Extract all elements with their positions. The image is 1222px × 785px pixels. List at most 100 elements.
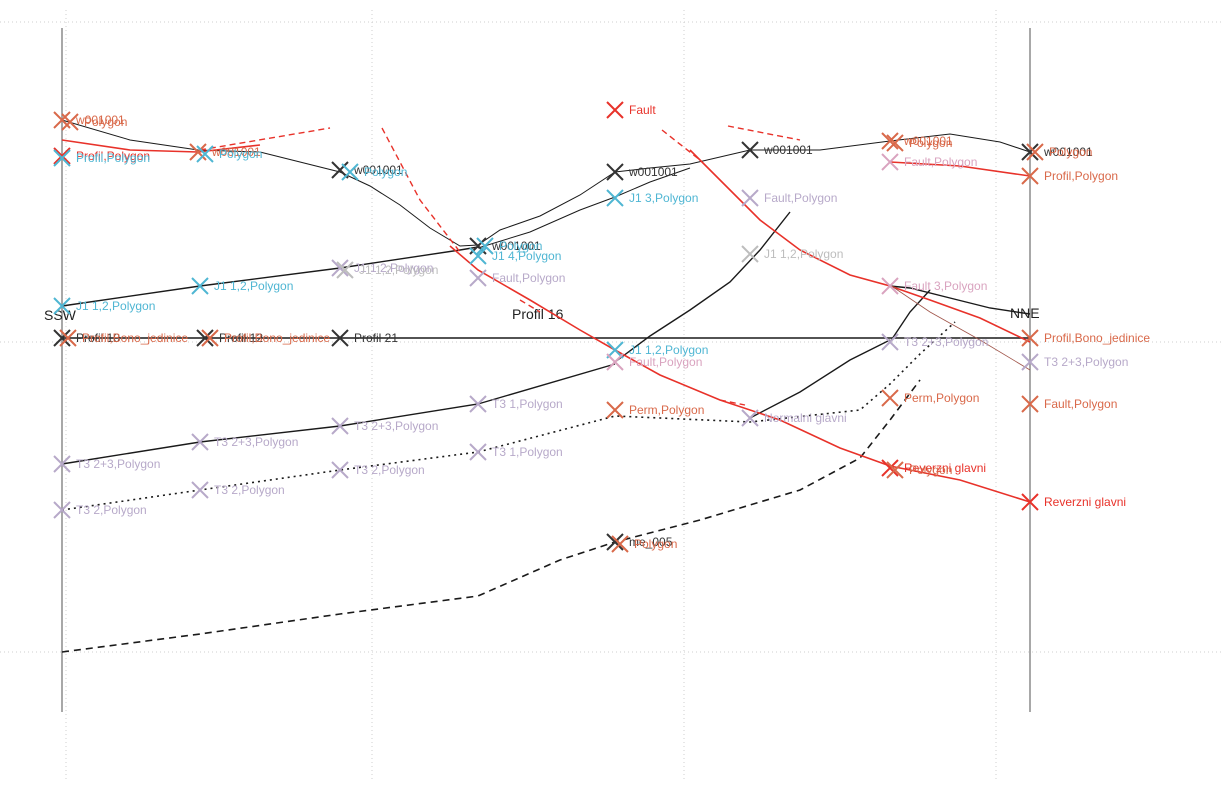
marker-label: Profil,Polygon: [76, 149, 150, 163]
marker-label: Fault,Polygon: [492, 271, 565, 285]
marker: J1 1,2,Polygon: [741, 245, 843, 263]
marker-label: Polygon: [84, 115, 127, 129]
marker: T3 1,Polygon: [469, 443, 563, 461]
cross-marker-icon: [741, 409, 759, 427]
marker: Profil 12: [196, 329, 263, 347]
marker: Fault,Polygon: [741, 189, 837, 207]
marker-label: Perm,Polygon: [904, 391, 979, 405]
cross-marker-icon: [1021, 143, 1039, 161]
reverse-fault-main: [61, 139, 261, 153]
marker: Perm,Polygon: [606, 401, 704, 419]
marker: Fault 3,Polygon: [881, 277, 987, 295]
marker-label: w001001: [1043, 145, 1093, 159]
cross-marker-icon: [1021, 353, 1039, 371]
marker-label: Polygon: [499, 239, 542, 253]
marker-label: J1 1,2,Polygon: [629, 343, 708, 357]
arrow-5: [519, 299, 541, 313]
marker-label: Polygon: [364, 165, 407, 179]
cross-marker-icon: [469, 247, 487, 265]
marker-label: Fault,Polygon: [1044, 397, 1117, 411]
marker-label: w001001: [903, 134, 953, 148]
marker-label: T3 2+3,Polygon: [354, 419, 438, 433]
cross-marker-icon: [1021, 395, 1039, 413]
marker: Polygon: [476, 237, 542, 255]
cross-marker-icon: [336, 261, 354, 279]
cross-marker-icon: [191, 481, 209, 499]
marker: Polygon: [886, 461, 952, 479]
cross-marker-icon: [191, 433, 209, 451]
cross-marker-icon: [1026, 143, 1044, 161]
marker-label: Profil 21: [354, 331, 398, 345]
marker-label: J1 3,Polygon: [629, 191, 698, 205]
marker: T3 2,Polygon: [53, 501, 147, 519]
reverse-fault-upper: [889, 161, 1031, 177]
cross-marker-icon: [331, 259, 349, 277]
cross-marker-icon: [53, 455, 71, 473]
marker-label: Profil,Bono_jedinice: [82, 331, 188, 345]
marker: w001001: [881, 132, 953, 150]
marker-label: T3 2,Polygon: [354, 463, 425, 477]
marker-label: T3 2+3,Polygon: [1044, 355, 1128, 369]
marker: T3 1,Polygon: [469, 395, 563, 413]
marker: J1 1,2,Polygon: [191, 277, 293, 295]
marker: Fault,Polygon: [469, 269, 565, 287]
marker-label: T3 2+3,Polygon: [76, 457, 160, 471]
end-label-left: SSW: [44, 307, 77, 323]
cross-marker-icon: [606, 353, 624, 371]
cross-marker-icon: [606, 163, 624, 181]
cross-marker-icon: [53, 149, 71, 167]
arrow-3: [661, 129, 701, 161]
marker: Reverzni glavni: [881, 459, 986, 477]
cross-marker-icon: [53, 147, 71, 165]
marker: Reverzni glavni: [1021, 493, 1126, 511]
marker-label: J1 1,2,Polygon: [76, 299, 155, 313]
marker-label: w001001: [491, 239, 541, 253]
horizon-top-surface: [61, 119, 1031, 247]
fault-arrows: [199, 125, 801, 406]
cross-marker-icon: [611, 535, 629, 553]
marker-label: Polygon: [909, 136, 952, 150]
marker: T3 2+3,Polygon: [53, 455, 160, 473]
marker-label: Polygon: [634, 537, 677, 551]
cross-marker-icon: [201, 329, 219, 347]
horizon-t3-dotted: [61, 321, 956, 511]
marker-label: J1 1,2,Polygon: [214, 279, 293, 293]
marker-label: Reverzni glavni: [904, 461, 986, 475]
marker-label: Fault 3,Polygon: [904, 279, 987, 293]
cross-marker-icon: [341, 163, 359, 181]
marker: Polygon: [611, 535, 677, 553]
arrow-1: [199, 127, 331, 151]
cross-marker-icon: [189, 143, 207, 161]
fault-lines: [61, 139, 1031, 503]
marker: Polygon: [1026, 143, 1092, 161]
cross-marker-icon: [331, 329, 349, 347]
cross-marker-icon: [196, 145, 214, 163]
marker-label: w001001: [75, 113, 125, 127]
marker: Profil,Polygon: [1021, 167, 1118, 185]
cross-marker-icon: [881, 153, 899, 171]
marker-label: Polygon: [909, 463, 952, 477]
horizon-right-contact: [889, 285, 1031, 315]
cross-marker-icon: [476, 237, 494, 255]
arrow-2: [381, 127, 461, 253]
marker-label: Profil,Bono_jedinice: [224, 331, 330, 345]
marker: Profil,Bono_jedinice: [201, 329, 330, 347]
marker-label: Fault,Polygon: [764, 191, 837, 205]
cross-marker-icon: [606, 401, 624, 419]
marker: T3 2+3,Polygon: [331, 417, 438, 435]
cross-marker-icon: [606, 533, 624, 551]
marker: J1 1,2,Polygon: [336, 261, 438, 279]
marker: T3 2+3,Polygon: [881, 333, 988, 351]
marker-label: Reverzni glavni: [1044, 495, 1126, 509]
cross-marker-icon: [53, 501, 71, 519]
reverse-fault-right: [689, 149, 1031, 343]
marker: me_005: [606, 533, 673, 551]
cross-marker-icon: [741, 141, 759, 159]
marker: J1 4,Polygon: [469, 247, 561, 265]
cross-marker-icon: [469, 395, 487, 413]
marker-label: J1 1,2,Polygon: [764, 247, 843, 261]
marker: Fault,Polygon: [606, 353, 702, 371]
cross-marker-icon: [606, 101, 624, 119]
marker-label: J1 1,2,Polygon: [359, 263, 438, 277]
